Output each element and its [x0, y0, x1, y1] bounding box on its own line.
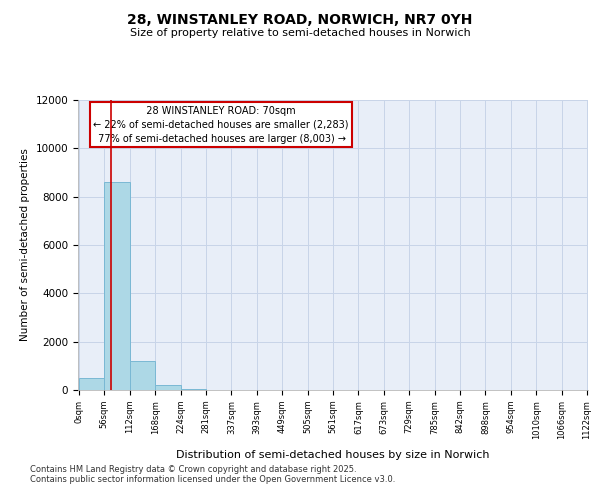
- Bar: [181, 389, 206, 390]
- Text: 28 WINSTANLEY ROAD: 70sqm  
← 22% of semi-detached houses are smaller (2,283)
 7: 28 WINSTANLEY ROAD: 70sqm ← 22% of semi-…: [93, 106, 349, 144]
- Text: Contains HM Land Registry data © Crown copyright and database right 2025.: Contains HM Land Registry data © Crown c…: [30, 466, 356, 474]
- Y-axis label: Number of semi-detached properties: Number of semi-detached properties: [20, 148, 30, 342]
- Text: 28, WINSTANLEY ROAD, NORWICH, NR7 0YH: 28, WINSTANLEY ROAD, NORWICH, NR7 0YH: [127, 12, 473, 26]
- Bar: [155, 385, 181, 390]
- Bar: [104, 182, 130, 390]
- Text: Size of property relative to semi-detached houses in Norwich: Size of property relative to semi-detach…: [130, 28, 470, 38]
- X-axis label: Distribution of semi-detached houses by size in Norwich: Distribution of semi-detached houses by …: [176, 450, 490, 460]
- Bar: [79, 378, 104, 390]
- Text: Contains public sector information licensed under the Open Government Licence v3: Contains public sector information licen…: [30, 476, 395, 484]
- Bar: [130, 361, 155, 390]
